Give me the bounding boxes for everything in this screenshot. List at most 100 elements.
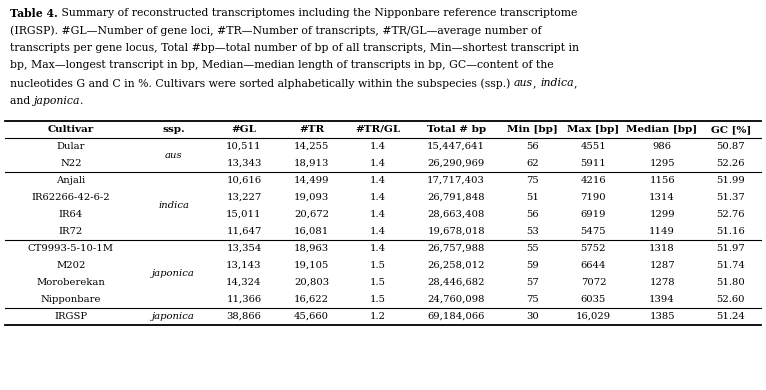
Text: 51.37: 51.37 [716, 193, 745, 202]
Text: aus: aus [514, 78, 533, 88]
Text: (IRGSP). #GL—Number of gene loci, #TR—Number of transcripts, #TR/GL—average numb: (IRGSP). #GL—Number of gene loci, #TR—Nu… [10, 25, 542, 36]
Text: 6644: 6644 [581, 261, 606, 270]
Text: 19,105: 19,105 [294, 261, 329, 270]
Text: IR72: IR72 [59, 227, 83, 236]
Text: Dular: Dular [57, 142, 85, 151]
Text: 1.4: 1.4 [369, 176, 386, 185]
Text: 13,227: 13,227 [226, 193, 261, 202]
Text: 18,963: 18,963 [294, 244, 329, 253]
Text: 69,184,066: 69,184,066 [427, 312, 485, 321]
Text: 4551: 4551 [581, 142, 606, 151]
Text: 28,446,682: 28,446,682 [427, 278, 485, 287]
Text: 1.4: 1.4 [369, 244, 386, 253]
Text: 1156: 1156 [650, 176, 675, 185]
Text: 1318: 1318 [649, 244, 675, 253]
Text: 1.4: 1.4 [369, 159, 386, 168]
Text: 51.80: 51.80 [716, 278, 745, 287]
Text: 1.2: 1.2 [370, 312, 385, 321]
Text: 26,757,988: 26,757,988 [427, 244, 485, 253]
Text: 1385: 1385 [650, 312, 675, 321]
Text: 50.87: 50.87 [716, 142, 745, 151]
Text: 26,290,969: 26,290,969 [427, 159, 485, 168]
Text: Total # bp: Total # bp [427, 125, 486, 134]
Text: #GL: #GL [231, 125, 257, 134]
Text: 11,366: 11,366 [227, 295, 261, 304]
Text: 16,622: 16,622 [294, 295, 329, 304]
Text: ,: , [533, 78, 540, 88]
Text: 986: 986 [653, 142, 672, 151]
Text: 20,803: 20,803 [294, 278, 329, 287]
Text: ssp.: ssp. [162, 125, 185, 134]
Text: 15,447,641: 15,447,641 [427, 142, 485, 151]
Text: 24,760,098: 24,760,098 [427, 295, 485, 304]
Text: 1.5: 1.5 [370, 295, 385, 304]
Text: 5911: 5911 [581, 159, 606, 168]
Text: 14,324: 14,324 [226, 278, 262, 287]
Text: 7072: 7072 [581, 278, 606, 287]
Text: 51.24: 51.24 [716, 312, 745, 321]
Text: 10,511: 10,511 [226, 142, 262, 151]
Text: 19,093: 19,093 [294, 193, 329, 202]
Text: Summary of reconstructed transcriptomes including the Nipponbare reference trans: Summary of reconstructed transcriptomes … [57, 8, 577, 18]
Text: IRGSP: IRGSP [54, 312, 87, 321]
Text: japonica: japonica [34, 96, 80, 106]
Text: 30: 30 [526, 312, 539, 321]
Text: IR62266-42-6-2: IR62266-42-6-2 [31, 193, 110, 202]
Text: 18,913: 18,913 [294, 159, 329, 168]
Text: japonica: japonica [152, 312, 195, 321]
Text: 55: 55 [526, 244, 539, 253]
Text: 15,011: 15,011 [226, 210, 262, 219]
Text: GC [%]: GC [%] [711, 125, 751, 134]
Text: 7190: 7190 [581, 193, 606, 202]
Text: 51.16: 51.16 [716, 227, 745, 236]
Text: 52.60: 52.60 [716, 295, 745, 304]
Text: 1394: 1394 [649, 295, 675, 304]
Text: 16,029: 16,029 [576, 312, 611, 321]
Text: 1.4: 1.4 [369, 227, 386, 236]
Text: 6919: 6919 [581, 210, 606, 219]
Text: 19,678,018: 19,678,018 [427, 227, 485, 236]
Text: 75: 75 [526, 176, 539, 185]
Text: 51: 51 [526, 193, 539, 202]
Text: Max [bp]: Max [bp] [568, 125, 620, 134]
Text: Anjali: Anjali [57, 176, 86, 185]
Text: 51.97: 51.97 [716, 244, 745, 253]
Text: 51.99: 51.99 [716, 176, 745, 185]
Text: 62: 62 [526, 159, 539, 168]
Text: .: . [80, 96, 83, 106]
Text: Nipponbare: Nipponbare [41, 295, 101, 304]
Text: 14,255: 14,255 [294, 142, 329, 151]
Text: 6035: 6035 [581, 295, 606, 304]
Text: 5475: 5475 [581, 227, 606, 236]
Text: 13,143: 13,143 [226, 261, 262, 270]
Text: 53: 53 [526, 227, 539, 236]
Text: 10,616: 10,616 [227, 176, 261, 185]
Text: transcripts per gene locus, Total #bp—total number of bp of all transcripts, Min: transcripts per gene locus, Total #bp—to… [10, 43, 579, 53]
Text: #TR: #TR [299, 125, 324, 134]
Text: 1287: 1287 [650, 261, 675, 270]
Text: bp, Max—longest transcript in bp, Median—median length of transcripts in bp, GC—: bp, Max—longest transcript in bp, Median… [10, 60, 554, 71]
Text: 75: 75 [526, 295, 539, 304]
Text: Cultivar: Cultivar [47, 125, 94, 134]
Text: #TR/GL: #TR/GL [355, 125, 401, 134]
Text: 38,866: 38,866 [227, 312, 261, 321]
Text: Moroberekan: Moroberekan [37, 278, 106, 287]
Text: 59: 59 [526, 261, 539, 270]
Text: ,: , [574, 78, 577, 88]
Text: 13,354: 13,354 [226, 244, 262, 253]
Text: nucleotides G and C in %. Cultivars were sorted alphabetically within the subspe: nucleotides G and C in %. Cultivars were… [10, 78, 514, 89]
Text: 1.4: 1.4 [369, 142, 386, 151]
Text: 11,647: 11,647 [226, 227, 262, 236]
Text: 1.4: 1.4 [369, 210, 386, 219]
Text: 5752: 5752 [581, 244, 606, 253]
Text: 1149: 1149 [649, 227, 675, 236]
Text: aus: aus [165, 151, 182, 160]
Text: 57: 57 [526, 278, 539, 287]
Text: 16,081: 16,081 [294, 227, 329, 236]
Text: 56: 56 [526, 142, 539, 151]
Text: japonica: japonica [152, 269, 195, 278]
Text: 26,258,012: 26,258,012 [427, 261, 485, 270]
Text: indica: indica [158, 202, 189, 211]
Text: 26,791,848: 26,791,848 [427, 193, 485, 202]
Text: 1.5: 1.5 [370, 261, 385, 270]
